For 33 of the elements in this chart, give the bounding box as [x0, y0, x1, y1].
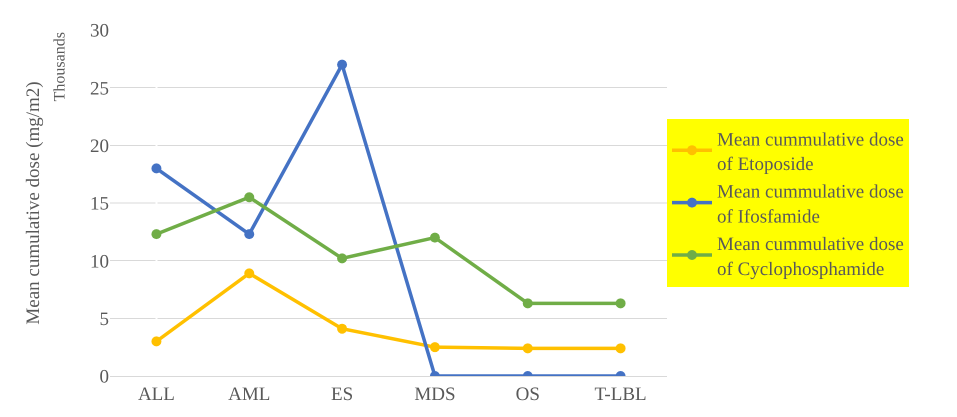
point: [616, 343, 626, 354]
y-tick-label: 10: [90, 251, 109, 272]
y-tick-label: 15: [90, 194, 109, 215]
y-tick-label: 20: [90, 136, 109, 157]
y-tick-label: 25: [90, 78, 109, 100]
point: [522, 343, 533, 354]
point: [244, 268, 254, 278]
point: [430, 232, 440, 243]
point: [244, 192, 254, 202]
point: [244, 229, 254, 240]
text: Thousands: [51, 32, 68, 102]
legend-label: Mean cummulative dose of Cyclophosphamide: [717, 234, 904, 280]
x-tick-label: MDS: [414, 384, 456, 405]
legend-label: Mean cummulative dose of Ifosfamide: [717, 182, 904, 228]
x-tick-label: T-LBL: [594, 384, 647, 405]
point: [337, 253, 348, 264]
y-tick-label: 5: [100, 308, 109, 330]
y-axis-title: Mean cumulative dose (mg/m2): [22, 81, 44, 325]
point: [151, 229, 162, 240]
point: [430, 342, 440, 352]
y-tick-label: 30: [90, 20, 109, 42]
point: [522, 298, 533, 308]
point: [616, 298, 626, 308]
x-tick-label: OS: [516, 384, 540, 405]
point: [337, 60, 348, 70]
point: [151, 163, 162, 174]
x-tick-label: AML: [228, 384, 270, 405]
point: [337, 324, 348, 334]
y-tick-label: 0: [100, 366, 109, 388]
point: [151, 336, 162, 346]
x-tick-label: ALL: [138, 384, 175, 405]
x-tick-label: ES: [330, 384, 354, 405]
legend-label: Mean cummulative dose of Etoposide: [717, 129, 904, 175]
